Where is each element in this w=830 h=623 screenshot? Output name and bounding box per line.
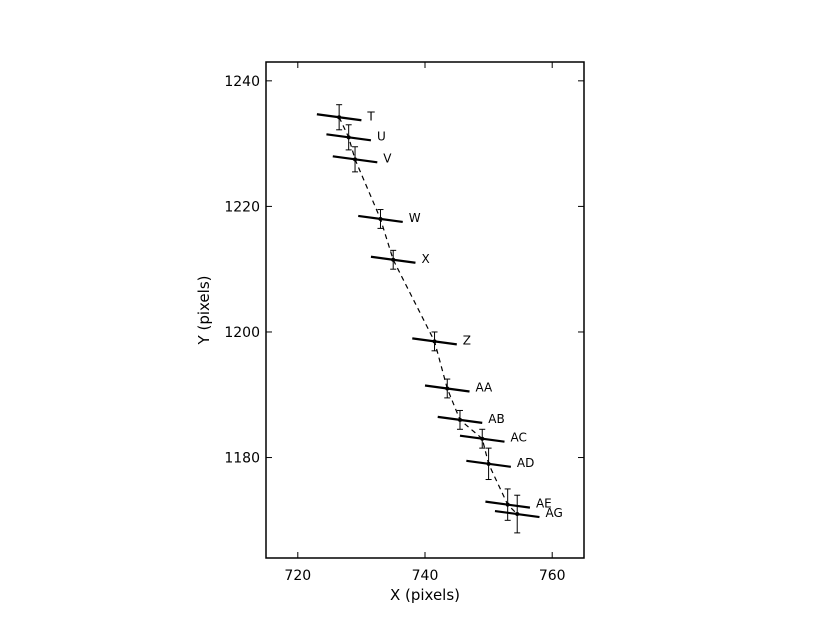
- plot-frame: [265, 61, 585, 559]
- trajectory-line: [338, 116, 518, 515]
- data-point: Z: [412, 331, 471, 352]
- point-marker: [391, 257, 396, 262]
- data-point: V: [332, 146, 392, 173]
- point-label: AC: [511, 431, 527, 445]
- point-label: T: [366, 109, 375, 123]
- x-tick-label: 720: [284, 568, 311, 584]
- y-tick-label: 1180: [224, 451, 260, 467]
- point-label: W: [409, 211, 421, 225]
- point-marker: [445, 386, 450, 391]
- data-point: AB: [437, 409, 505, 430]
- y-tick-label: 1240: [224, 74, 260, 90]
- data-point: AA: [424, 378, 494, 399]
- axis-ticks: 720 740 760 1180 1200 1220 1240: [224, 62, 584, 584]
- x-tick-label: 760: [539, 568, 566, 584]
- point-label: Z: [463, 333, 471, 347]
- data-point: AG: [494, 494, 563, 534]
- data-point: T: [316, 104, 375, 131]
- point-label: U: [377, 129, 386, 143]
- data-point: W: [358, 209, 421, 229]
- point-marker: [486, 461, 491, 466]
- trajectory-layer: [338, 116, 518, 515]
- point-marker: [353, 157, 358, 162]
- y-tick-label: 1200: [224, 325, 260, 341]
- point-marker: [505, 502, 510, 507]
- point-marker: [432, 339, 437, 344]
- point-label: AA: [476, 380, 494, 394]
- point-marker: [346, 135, 351, 140]
- point-label: AB: [488, 412, 504, 426]
- point-marker: [378, 216, 383, 221]
- point-label: V: [383, 151, 392, 165]
- data-point: X: [370, 249, 430, 270]
- y-axis-label: Y (pixels): [195, 276, 213, 346]
- point-label: AG: [545, 506, 562, 520]
- x-tick-label: 740: [412, 568, 439, 584]
- data-point: AC: [459, 428, 527, 449]
- point-marker: [515, 512, 520, 517]
- point-marker: [337, 115, 342, 120]
- point-label: AE: [536, 497, 552, 511]
- x-axis-label: X (pixels): [390, 586, 460, 604]
- data-point: AD: [466, 447, 534, 481]
- data-point: AE: [485, 488, 552, 521]
- point-marker: [457, 417, 462, 422]
- data-point: U: [326, 124, 386, 151]
- point-marker: [480, 436, 485, 441]
- point-label: AD: [517, 456, 534, 470]
- y-tick-label: 1220: [224, 199, 260, 215]
- point-label: X: [421, 252, 429, 266]
